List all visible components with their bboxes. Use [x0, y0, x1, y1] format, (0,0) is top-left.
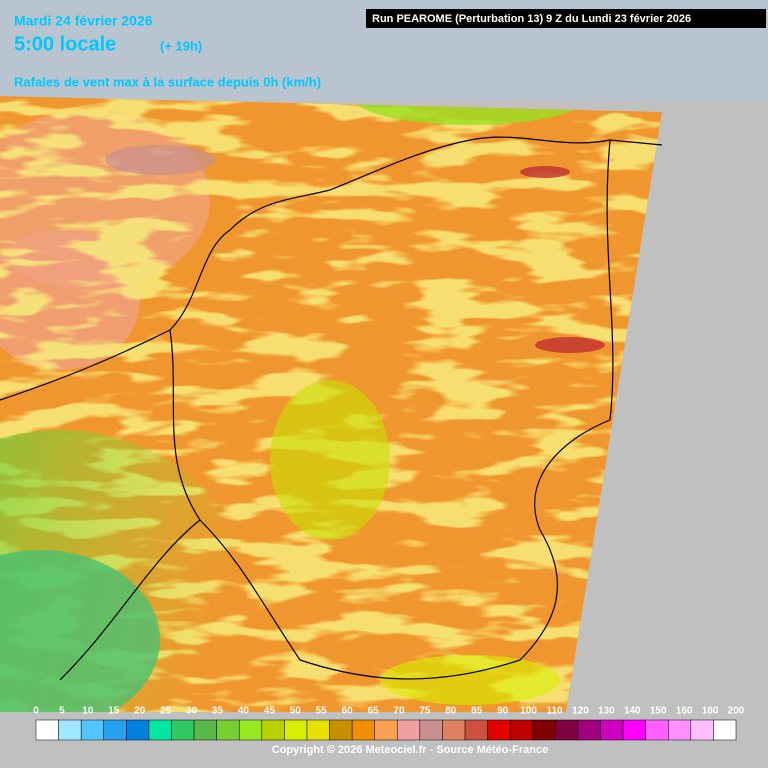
legend-swatch	[419, 719, 443, 741]
legend-label: 35	[212, 706, 224, 717]
legend-swatch	[532, 719, 556, 741]
legend-label: 0	[33, 706, 39, 717]
legend-label: 85	[471, 706, 483, 717]
legend-label: 70	[393, 706, 405, 717]
copyright: Copyright © 2026 Meteociel.fr - Source M…	[272, 744, 548, 756]
legend-label: 5	[59, 706, 65, 717]
legend-swatch	[668, 719, 692, 741]
legend-label: 45	[264, 706, 276, 717]
legend-swatch	[171, 719, 195, 741]
legend-swatch	[284, 719, 308, 741]
legend-swatch	[58, 719, 82, 741]
legend-label: 50	[290, 706, 302, 717]
legend-swatch	[645, 719, 669, 741]
legend-swatch	[690, 719, 714, 741]
legend-swatch	[216, 719, 240, 741]
legend-label: 80	[445, 706, 457, 717]
legend-label: 120	[572, 706, 589, 717]
legend-label: 200	[728, 706, 745, 717]
legend-swatch	[35, 719, 59, 741]
legend-label: 10	[82, 706, 94, 717]
legend-label: 100	[520, 706, 537, 717]
time: 5:00 locale	[14, 33, 116, 55]
legend-label: 20	[134, 706, 146, 717]
legend-swatch	[103, 719, 127, 741]
legend-label: 140	[624, 706, 641, 717]
date: Mardi 24 février 2026	[14, 13, 153, 29]
legend-swatch	[713, 719, 737, 741]
legend-label: 150	[650, 706, 667, 717]
legend: 0 5 10 15 20 25 30 35 40 45 50 55 60 65 70 75 80 85 90 100 1…	[33, 706, 745, 741]
legend-label: 60	[342, 706, 354, 717]
legend-swatch	[238, 719, 263, 741]
legend-swatch	[193, 719, 217, 741]
borders	[0, 136, 663, 681]
run-info: Run PEAROME (Perturbation 13) 9 Z du Lun…	[372, 13, 691, 25]
legend-swatch	[487, 719, 511, 741]
legend-swatch	[126, 719, 150, 741]
legend-label: 130	[598, 706, 615, 717]
legend-swatch	[577, 719, 601, 741]
legend-label: 110	[546, 706, 563, 717]
legend-swatch	[600, 719, 624, 741]
legend-swatch	[261, 719, 285, 741]
legend-label: 75	[419, 706, 431, 717]
legend-label: 40	[238, 706, 250, 717]
lead-time: (+ 19h)	[160, 38, 202, 53]
legend-swatch	[509, 719, 534, 741]
legend-swatch	[397, 719, 421, 741]
legend-swatch	[374, 719, 398, 741]
run-box	[366, 9, 766, 28]
legend-label: 30	[186, 706, 198, 717]
legend-label: 90	[497, 706, 509, 717]
legend-label: 15	[108, 706, 120, 717]
legend-swatch	[555, 719, 579, 741]
legend-label: 25	[160, 706, 172, 717]
legend-label: 55	[316, 706, 328, 717]
field	[0, 96, 662, 712]
legend-swatch	[622, 719, 646, 741]
legend-swatch	[80, 719, 104, 741]
legend-swatch	[148, 719, 172, 741]
legend-label: 160	[676, 706, 693, 717]
legend-swatch	[464, 719, 488, 741]
parameter: Rafales de vent max à la surface depuis …	[14, 74, 321, 89]
legend-label: 180	[702, 706, 719, 717]
legend-swatch	[306, 719, 330, 741]
legend-swatch	[442, 719, 466, 741]
legend-label: 65	[367, 706, 379, 717]
legend-swatch	[351, 719, 375, 741]
legend-swatch	[329, 719, 353, 741]
